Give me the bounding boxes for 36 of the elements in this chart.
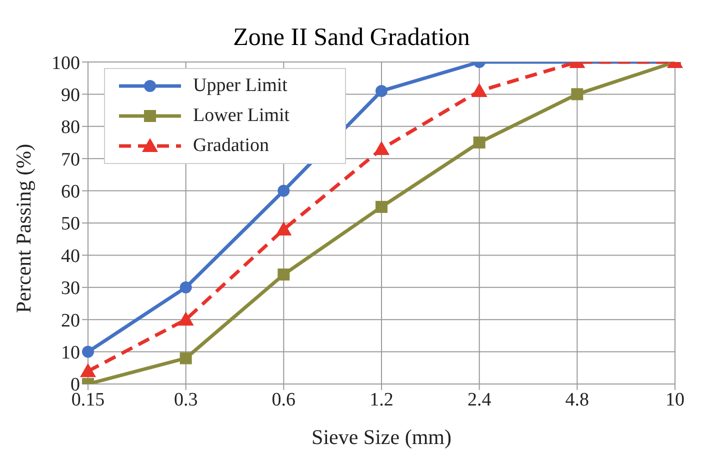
point [278, 184, 290, 197]
point [180, 352, 192, 364]
y-axis-title: Percent Passing (%) [11, 144, 36, 313]
point [278, 268, 290, 281]
x-tick-label: 4.8 [565, 389, 590, 410]
legend-label: Upper Limit [193, 75, 288, 97]
y-tick-label: 10 [61, 342, 80, 364]
point [276, 221, 292, 236]
chart-title: Zone II Sand Gradation [232, 24, 471, 52]
y-tick-label: 50 [61, 214, 80, 235]
point [376, 84, 388, 97]
point [471, 82, 488, 97]
point [180, 281, 192, 294]
point [178, 312, 194, 326]
x-tick-label: 2.4 [467, 389, 492, 410]
y-tick-label: 70 [61, 149, 80, 170]
point [473, 136, 486, 148]
y-tick-label: 40 [61, 246, 80, 267]
y-tick-label: 100 [52, 52, 80, 74]
x-tick-label: 10 [666, 389, 684, 410]
legend-label: Lower Limit [193, 105, 290, 127]
point [82, 346, 94, 358]
y-tick-label: 30 [61, 278, 80, 300]
y-tick-label: 80 [61, 117, 80, 138]
point [376, 200, 388, 213]
point [80, 363, 96, 378]
x-tick-label: 0.3 [174, 389, 198, 410]
x-axis-title: Sieve Size (mm) [312, 425, 452, 449]
y-tick-label: 90 [61, 84, 80, 106]
x-tick-label: 0.6 [272, 389, 296, 410]
legend-label: Gradation [193, 135, 269, 157]
y-tick-label: 20 [61, 310, 80, 332]
y-tick-label: 60 [61, 182, 80, 203]
point [571, 88, 584, 100]
x-tick-label: 1.2 [370, 389, 394, 410]
point [374, 140, 390, 155]
